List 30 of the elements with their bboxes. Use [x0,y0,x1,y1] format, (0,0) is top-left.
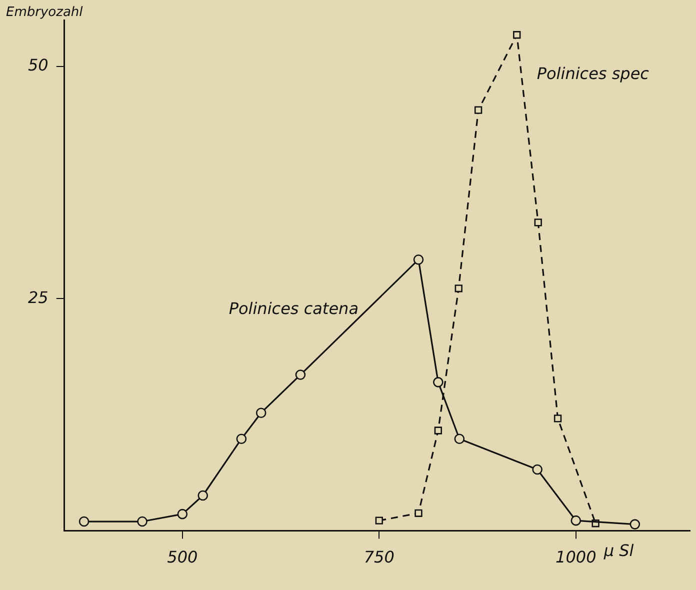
point [177,508,188,520]
x-tick-label: 1000 [556,548,596,567]
point [454,284,462,292]
x-tick-label: 500 [167,548,198,567]
x-tick-label: 750 [364,548,394,567]
point [454,434,465,444]
point [554,414,562,422]
y-axis-title: Embryozahl [6,4,84,20]
series-label: Polinices catena [228,298,358,318]
point [78,516,90,527]
point [413,254,424,265]
point [414,509,422,517]
x-axis-title: μ Sl [602,540,634,560]
point [375,516,383,524]
point [256,408,266,418]
point [198,490,208,501]
y-tick-label: 25 [28,288,48,307]
series-label: Polinices spec [536,64,650,84]
y-tick-label: 50 [28,56,48,75]
point [236,434,247,444]
point [433,377,444,388]
point [570,515,582,526]
point [295,370,306,380]
point [534,218,542,226]
point [434,426,442,434]
point [532,464,542,475]
point [513,31,521,39]
point [630,519,640,530]
point [474,106,482,114]
point [137,516,148,527]
